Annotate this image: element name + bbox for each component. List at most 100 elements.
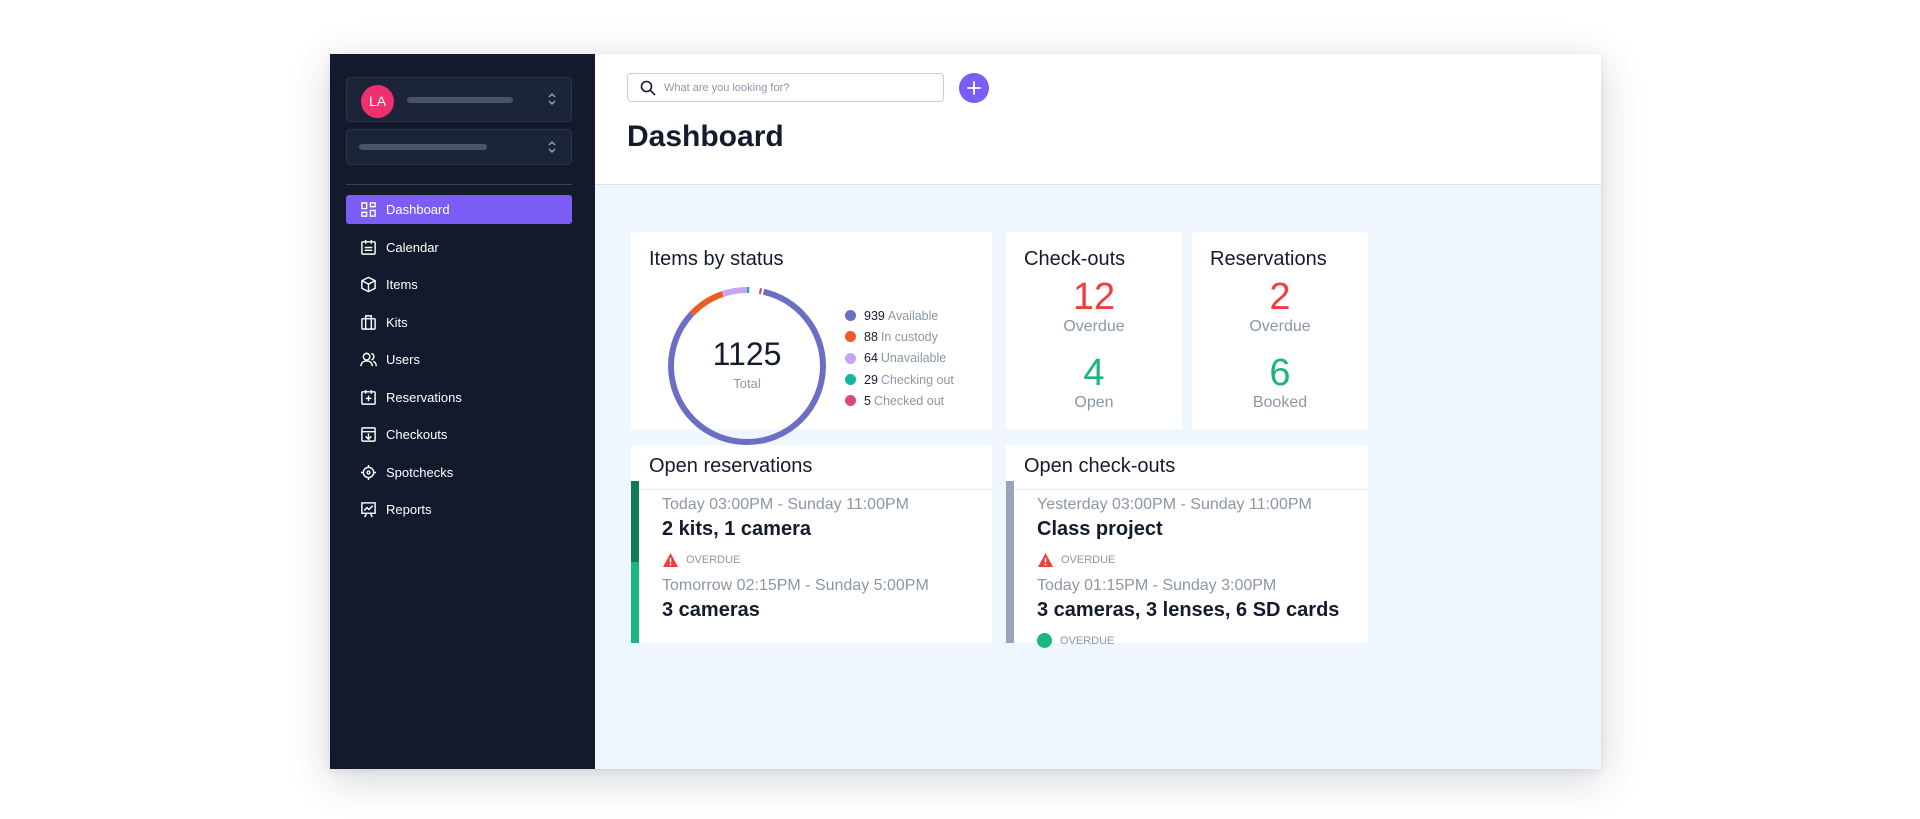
checkouts-open-count: 4 (1083, 352, 1105, 394)
card-title: Open check-outs (1024, 455, 1176, 477)
card-title: Reservations (1210, 248, 1327, 270)
entry-title: 3 cameras (662, 599, 760, 621)
sidebar: LA Dashboard Calendar Items (330, 54, 595, 769)
page-title: Dashboard (627, 120, 784, 153)
sidebar-item-label: Kits (386, 314, 408, 330)
entry-status: OVERDUE (1037, 552, 1115, 568)
donut-segment-available (668, 287, 826, 445)
sidebar-item-label: Reservations (386, 389, 462, 405)
checkout-entry[interactable]: Today 01:15PM - Sunday 3:00PM 3 cameras,… (1006, 562, 1368, 648)
entry-time: Today 03:00PM - Sunday 11:00PM (662, 496, 909, 513)
warning-icon (1038, 553, 1053, 567)
card-title: Open reservations (649, 455, 813, 477)
sidebar-item-spotchecks[interactable]: Spotchecks (346, 458, 572, 487)
status-label: OVERDUE (686, 554, 741, 566)
entry-status: OVERDUE (1037, 633, 1114, 648)
card-title: Items by status (649, 248, 784, 270)
entry-title: Class project (1037, 518, 1163, 540)
sidebar-item-dashboard[interactable]: Dashboard (346, 195, 572, 224)
donut-total-value: 1125 (712, 336, 782, 372)
green-dot-icon (1037, 633, 1052, 648)
entry-time: Tomorrow 02:15PM - Sunday 5:00PM (662, 577, 929, 594)
entry-time: Today 01:15PM - Sunday 3:00PM (1037, 577, 1277, 594)
entry-time: Yesterday 03:00PM - Sunday 11:00PM (1037, 496, 1312, 513)
open-reservations-card: Open reservations Today 03:00PM - Sunday… (631, 445, 992, 643)
checkouts-overdue-label: Overdue (1063, 318, 1125, 335)
search-input[interactable] (664, 81, 924, 94)
reservations-summary-card[interactable]: Reservations 2 Overdue 6 Booked (1192, 232, 1368, 429)
checkout-entry[interactable]: Yesterday 03:00PM - Sunday 11:00PM Class… (1006, 481, 1368, 579)
main-content: Dashboard Items by status 1125 Total 939… (595, 54, 1601, 769)
top-bar: Dashboard (595, 54, 1601, 185)
sidebar-item-label: Reports (386, 502, 432, 517)
crosshair-icon (360, 464, 377, 480)
legend-dot (845, 395, 856, 407)
sidebar-item-kits[interactable]: Kits (346, 308, 572, 337)
sidebar-item-label: Calendar (386, 239, 439, 255)
legend-value: 5 (864, 393, 871, 408)
reservation-entry[interactable]: Today 03:00PM - Sunday 11:00PM 2 kits, 1… (631, 481, 992, 579)
briefcase-icon (361, 314, 376, 330)
status-label: OVERDUE (1060, 634, 1115, 647)
legend-label: Checked out (873, 393, 945, 408)
legend-label: Checking out (880, 372, 954, 387)
sidebar-item-label: Dashboard (386, 202, 450, 217)
legend-dot (845, 374, 856, 386)
entry-title: 2 kits, 1 camera (662, 518, 811, 540)
dashboard-icon (361, 202, 376, 217)
sidebar-item-reservations[interactable]: Reservations (346, 383, 572, 412)
checkout-icon (361, 427, 376, 442)
reservations-booked-label: Booked (1252, 394, 1308, 411)
sidebar-item-calendar[interactable]: Calendar (346, 233, 572, 262)
avatar: LA (361, 85, 394, 118)
organization-name-placeholder (407, 97, 513, 103)
status-donut-chart (668, 287, 826, 445)
legend-value: 88 (864, 329, 878, 344)
reservation-entry[interactable]: Tomorrow 02:15PM - Sunday 5:00PM 3 camer… (631, 562, 992, 643)
sidebar-nav: Dashboard Calendar Items Kits Users Rese… (346, 195, 572, 533)
checkouts-summary-card[interactable]: Check-outs 12 Overdue 4 Open (1006, 232, 1182, 429)
search-icon (640, 80, 656, 96)
chevron-updown-icon (547, 92, 557, 106)
legend-label: Unavailable (880, 351, 947, 366)
sidebar-item-label: Checkouts (386, 427, 448, 442)
legend-item-in-custody: 88 In custody (845, 326, 954, 347)
calendar-plus-icon (361, 389, 376, 405)
warning-icon (663, 553, 678, 567)
card-title: Check-outs (1024, 248, 1126, 270)
legend-value: 939 (864, 308, 885, 323)
sidebar-item-items[interactable]: Items (346, 270, 572, 299)
sidebar-item-label: Items (386, 277, 418, 292)
legend-item-checking-out: 29 Checking out (845, 369, 954, 390)
legend-value: 64 (864, 351, 878, 366)
chart-board-icon (361, 502, 376, 518)
checkouts-overdue-count: 12 (1072, 276, 1116, 318)
card-header: Open check-outs (1006, 445, 1368, 490)
status-legend: 939 Available 88 In custody 64 Unavailable … (845, 305, 954, 411)
organization-select[interactable]: LA (346, 77, 572, 122)
sidebar-item-checkouts[interactable]: Checkouts (346, 420, 572, 449)
box-icon (361, 276, 376, 293)
calendar-icon (361, 239, 376, 255)
status-label: OVERDUE (1061, 554, 1116, 566)
app-window: LA Dashboard Calendar Items (330, 54, 1601, 769)
entry-title: 3 cameras, 3 lenses, 6 SD cards (1037, 599, 1340, 621)
legend-dot (845, 352, 856, 364)
plus-icon (967, 81, 981, 95)
reservations-overdue-label: Overdue (1249, 318, 1311, 335)
location-select[interactable] (346, 129, 572, 165)
legend-item-checked-out: 5 Checked out (845, 390, 954, 411)
legend-item-available: 939 Available (845, 305, 954, 326)
add-button[interactable] (959, 73, 989, 103)
open-checkouts-card: Open check-outs Yesterday 03:00PM - Sund… (1006, 445, 1368, 648)
search-box[interactable] (627, 73, 944, 102)
reservations-overdue-count: 2 (1269, 276, 1291, 318)
reservations-booked-count: 6 (1269, 352, 1291, 394)
donut-total-label: Total (733, 376, 761, 391)
sidebar-item-users[interactable]: Users (346, 345, 572, 374)
entry-status: OVERDUE (662, 552, 740, 568)
card-header: Open reservations (631, 445, 992, 490)
legend-dot (845, 310, 856, 322)
donut-segment-checking-out (668, 287, 826, 445)
sidebar-item-reports[interactable]: Reports (346, 495, 572, 524)
